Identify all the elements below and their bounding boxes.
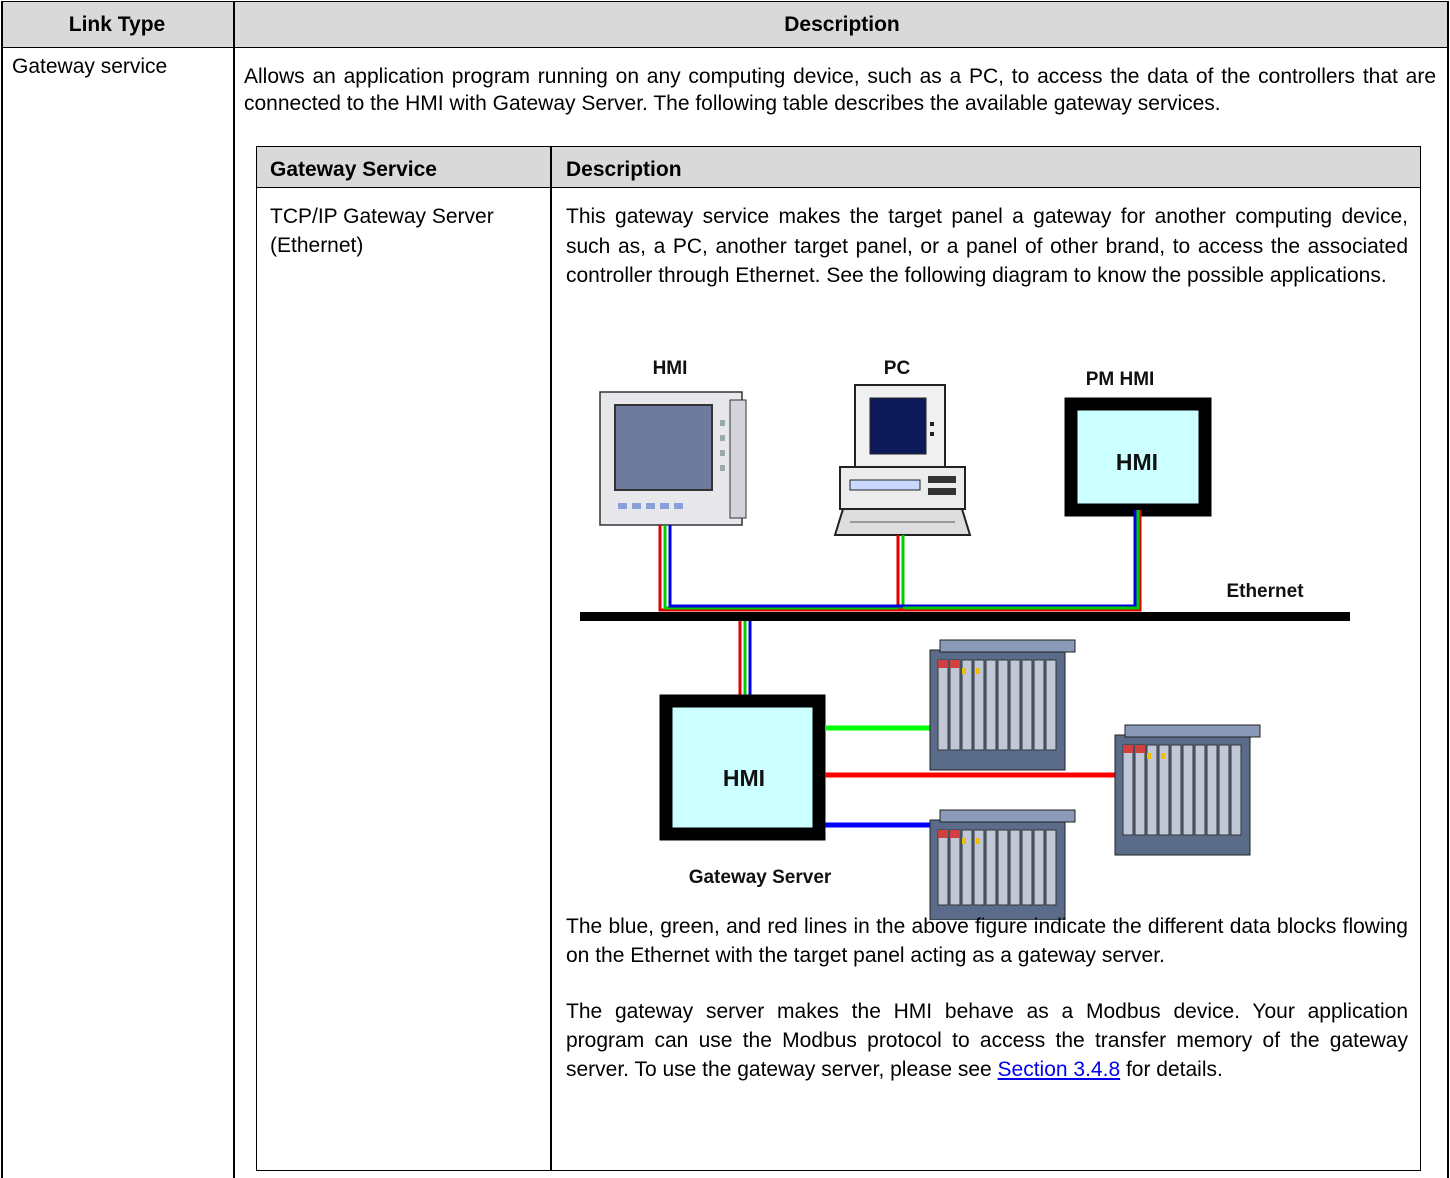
diagram-label: HMI [723,765,765,791]
header-cell: Description [566,158,682,181]
column-divider [233,1,235,1178]
note: The gateway server makes the HMI behave … [566,997,1408,1084]
note-text: The gateway server makes the HMI behave … [566,1000,1408,1081]
gateway-hmi [659,694,826,841]
table-header [1,1,1449,48]
header-cell: Description [784,13,900,36]
intro: Allows an application program running on… [244,65,1436,115]
link-type: Gateway service [12,55,168,78]
ethernet-bus [580,612,1350,621]
inner-table [256,146,1421,1171]
ethernet-wiring [658,510,1142,695]
diagram-label: Ethernet [1226,581,1304,602]
network-diagram: HMI PC PM HMI HMI Ethernet HMI Gateway S… [580,358,1350,920]
plc-rack [929,639,1076,771]
diagram-label: PM HMI [1086,369,1155,390]
table-border [1,1,3,1178]
table-border [1447,1,1449,1178]
hmi-device [599,391,747,526]
diagram-label: Gateway Server [689,867,832,888]
column-divider [550,146,552,1171]
pm-hmi-device [1064,397,1212,517]
plc-rack [929,809,1076,920]
service-description: This gateway service makes the target pa… [566,205,1408,287]
diagram-label: HMI [1116,449,1158,475]
pc-device [833,384,972,536]
header-cell: Link Type [68,13,166,36]
section-link[interactable]: Section 3.4.8 [997,1058,1121,1081]
header-cell: Gateway Service [270,158,437,181]
note: The blue, green, and red lines in the ab… [566,915,1408,967]
diagram-label: HMI [653,358,688,379]
note-text: for details. [1120,1058,1223,1081]
inner-header [257,147,1420,188]
plc-rack [1114,724,1261,856]
diagram-label: PC [884,358,911,379]
service-name: TCP/IP Gateway Server (Ethernet) [270,205,494,257]
